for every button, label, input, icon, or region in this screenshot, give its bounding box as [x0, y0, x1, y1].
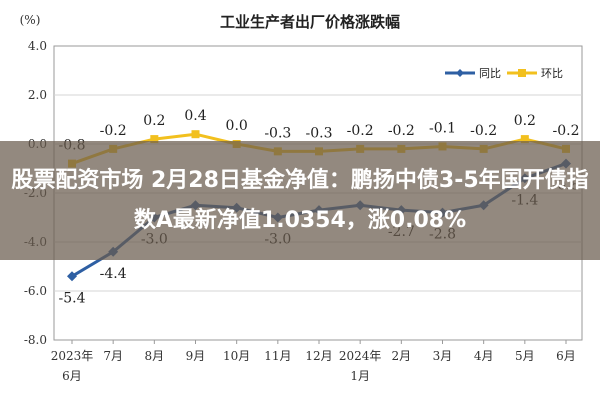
y-tick-label: -6.0 [24, 284, 47, 298]
legend-label: 环比 [541, 67, 563, 80]
x-tick-label: 9月 [186, 349, 206, 363]
y-tick-label: 2.0 [28, 88, 47, 102]
data-label-yoy: -5.4 [59, 290, 86, 306]
data-point-yoy [67, 271, 77, 282]
data-label-mom: 0.0 [226, 118, 248, 134]
legend-marker [518, 69, 526, 77]
x-tick-label: 10月 [223, 349, 250, 363]
x-tick-label: 6月 [556, 349, 576, 363]
x-tick-label: 6月 [62, 369, 82, 383]
data-point-mom [191, 130, 200, 139]
headline-banner[interactable]: 股票配资市场 2月28日基金净值：鹏扬中债3-5年国开债指数A最新净值1.035… [0, 141, 600, 260]
data-point-mom [520, 135, 529, 144]
data-label-mom: -0.2 [553, 123, 580, 139]
data-label-mom: 0.4 [184, 108, 206, 124]
x-tick-label: 8月 [145, 349, 165, 363]
x-tick-label: 5月 [515, 349, 535, 363]
x-tick-label: 2023年 [51, 349, 94, 363]
y-tick-label: -8.0 [24, 333, 47, 347]
y-tick-label: 4.0 [28, 39, 47, 53]
data-label-mom: -0.1 [429, 120, 456, 136]
x-tick-label: 3月 [433, 349, 453, 363]
data-label-mom: -0.2 [470, 123, 497, 139]
x-tick-label: 1月 [350, 369, 370, 383]
x-tick-label: 11月 [264, 349, 291, 363]
data-label-mom: -0.2 [100, 123, 127, 139]
y-axis-label: (%) [20, 13, 41, 27]
headline-text[interactable]: 股票配资市场 2月28日基金净值：鹏扬中债3-5年国开债指数A最新净值1.035… [11, 167, 589, 233]
x-tick-label: 4月 [474, 349, 494, 363]
data-label-mom: -0.2 [388, 123, 415, 139]
chart-title: 工业生产者出厂价格涨跌幅 [220, 13, 400, 31]
x-tick-label: 7月 [103, 349, 123, 363]
data-label-mom: 0.2 [514, 113, 536, 129]
data-label-mom: -0.3 [306, 125, 333, 141]
x-tick-label: 2024年 [339, 349, 382, 363]
x-tick-label: 2月 [392, 349, 412, 363]
legend-label: 同比 [479, 67, 501, 80]
data-label-mom: 0.2 [143, 113, 165, 129]
data-label-mom: -0.3 [264, 125, 291, 141]
data-point-mom [150, 135, 159, 144]
data-label-mom: -0.2 [347, 123, 374, 139]
data-label-yoy: -4.4 [100, 266, 127, 282]
x-tick-label: 12月 [305, 349, 332, 363]
legend-marker [456, 69, 464, 77]
